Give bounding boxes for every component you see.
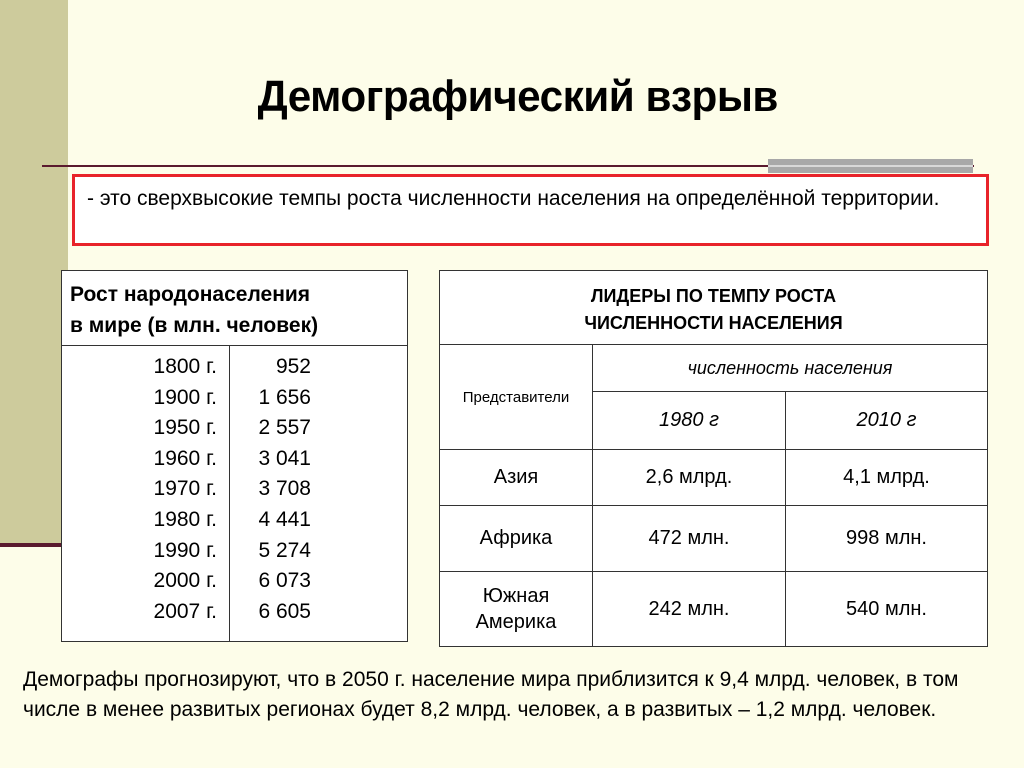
population-growth-table: Рост народонаселения в мире (в млн. чело… [61,270,408,642]
side-decoration-bar [0,0,68,546]
value-2010-cell: 998 млн. [785,505,988,572]
growth-value: 5 274 [258,538,311,562]
growth-year: 1960 г. [153,446,217,470]
forecast-text: Демографы прогнозируют, что в 2050 г. на… [23,668,959,721]
leaders-table-header: ЛИДЕРЫ ПО ТЕМПУ РОСТА ЧИСЛЕННОСТИ НАСЕЛЕ… [439,270,988,345]
growth-value: 6 073 [258,569,311,593]
table-row: Азия 2,6 млрд. 4,1 млрд. [439,449,988,506]
value-2010-cell: 4,1 млрд. [785,449,988,506]
growth-year: 1970 г. [153,477,217,501]
growth-year: 2000 г. [153,569,217,593]
year-1980-header: 1980 г [592,391,786,450]
region-cell: Африка [439,505,593,572]
growth-leaders-table: ЛИДЕРЫ ПО ТЕМПУ РОСТА ЧИСЛЕННОСТИ НАСЕЛЕ… [439,270,988,647]
growth-value: 3 708 [258,477,311,501]
growth-value: 2 557 [258,416,311,440]
value-2010-cell: 540 млн. [785,571,988,647]
region-cell: Южная Америка [439,571,593,647]
side-decoration-line [0,543,68,547]
growth-values-column: 952 1 656 2 557 3 041 3 708 4 441 5 274 … [229,345,408,642]
table-row: Южная Америка 242 млн. 540 млн. [439,571,988,647]
growth-value: 4 441 [258,507,311,531]
growth-year: 1900 г. [153,385,217,409]
definition-box: - это сверхвысокие темпы роста численнос… [72,174,989,246]
value-1980-cell: 242 млн. [592,571,786,647]
growth-value: 1 656 [258,385,311,409]
value-1980-cell: 2,6 млрд. [592,449,786,506]
page-title: Демографический взрыв [257,72,779,121]
growth-value: 3 041 [258,446,311,470]
growth-year: 1980 г. [153,507,217,531]
region-line1: Южная [482,585,550,607]
growth-value: 952 [275,355,311,378]
growth-year: 2007 г. [153,599,217,623]
leaders-header-line2: ЧИСЛЕННОСТИ НАСЕЛЕНИЯ [584,312,843,333]
growth-year: 1800 г. [153,355,217,378]
year-2010-header: 2010 г [785,391,988,450]
representatives-header: Представители [439,344,593,450]
leaders-header-line1: ЛИДЕРЫ ПО ТЕМПУ РОСТА [590,285,837,306]
title-underline-accent [768,159,973,173]
title-underline [42,165,974,167]
value-1980-cell: 472 млн. [592,505,786,572]
table-row: Африка 472 млн. 998 млн. [439,505,988,572]
growth-header-line2: в мире (в млн. человек) [70,314,319,337]
growth-header-line1: Рост народонаселения [70,283,311,306]
region-cell: Азия [439,449,593,506]
growth-year: 1950 г. [153,416,217,440]
growth-value: 6 605 [258,599,311,623]
region-line2: Америка [475,611,557,633]
growth-years-column: 1800 г. 1900 г. 1950 г. 1960 г. 1970 г. … [61,345,230,642]
population-header: численность населения [592,344,988,392]
growth-year: 1990 г. [153,538,217,562]
growth-table-header: Рост народонаселения в мире (в млн. чело… [61,270,408,346]
